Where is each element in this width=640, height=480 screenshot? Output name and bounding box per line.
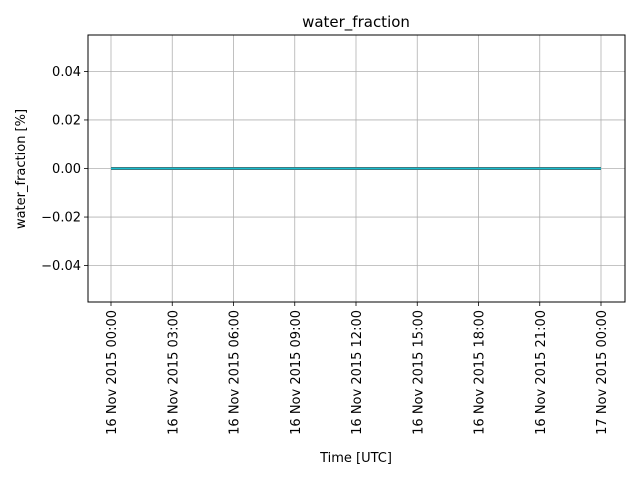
y-tick-label: 0.02	[52, 113, 81, 128]
y-tick-label: −0.02	[41, 211, 81, 226]
x-tick-label: 16 Nov 2015 06:00	[228, 310, 243, 435]
x-tick-label: 16 Nov 2015 03:00	[166, 310, 181, 435]
x-axis-label: Time [UTC]	[319, 451, 392, 466]
y-tick-label: −0.04	[41, 259, 81, 274]
y-tick-label: 0.00	[52, 162, 81, 177]
y-tick-label: 0.04	[52, 65, 81, 80]
chart-title: water_fraction	[302, 13, 410, 32]
x-axis-ticks: 16 Nov 2015 00:00 16 Nov 2015 03:00 16 Nov…	[105, 302, 610, 435]
x-tick-label: 16 Nov 2015 21:00	[534, 310, 549, 435]
x-tick-label: 17 Nov 2015 00:00	[595, 310, 610, 435]
x-tick-label: 16 Nov 2015 12:00	[350, 310, 365, 435]
y-axis-ticks: 0.04 0.02 0.00 −0.02 −0.04	[41, 65, 88, 274]
x-tick-label: 16 Nov 2015 15:00	[411, 310, 426, 435]
x-tick-label: 16 Nov 2015 00:00	[105, 310, 120, 435]
x-tick-label: 16 Nov 2015 18:00	[473, 310, 488, 435]
x-tick-label: 16 Nov 2015 09:00	[289, 310, 304, 435]
y-axis-label: water_fraction [%]	[14, 109, 29, 229]
